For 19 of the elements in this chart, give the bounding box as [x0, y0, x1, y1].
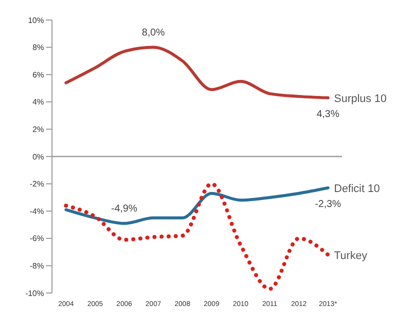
- line-series: [64, 46, 330, 100]
- y-tick-label: -6%: [30, 234, 44, 244]
- y-tick-label: 6%: [32, 70, 44, 80]
- y-tick-label: 10%: [28, 16, 44, 25]
- annotation: 8,0%: [142, 27, 165, 38]
- y-tick-label: 2%: [32, 125, 44, 134]
- annotation: -4,9%: [111, 203, 138, 214]
- series-label: Surplus 10: [334, 92, 387, 105]
- annotation: -2,3%: [314, 198, 342, 210]
- series-label: Deficit 10: [334, 182, 380, 195]
- y-tick-label: -10%: [25, 288, 44, 298]
- y-tick-label: 4%: [32, 98, 44, 107]
- series-label: Turkey: [334, 250, 368, 262]
- y-tick-label: -8%: [30, 262, 44, 271]
- y-tick-label: -2%: [30, 180, 44, 189]
- y-tick-label: 8%: [32, 43, 44, 52]
- annotation: 4,3%: [316, 108, 340, 120]
- y-tick-label: -4%: [30, 206, 44, 216]
- y-tick-label: 0%: [32, 152, 44, 162]
